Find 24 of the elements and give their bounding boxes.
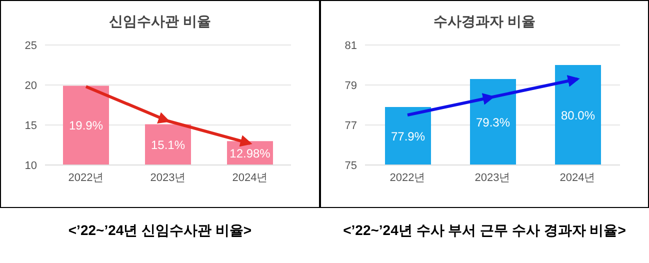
data-label: 77.9% — [390, 129, 426, 144]
chart-title: 신임수사관 비율 — [108, 13, 212, 31]
x-tick-label: 2022년 — [390, 172, 426, 184]
text: <’22~’24년 수사 부서 근무 수사 경과자 비율> — [342, 222, 627, 240]
y-tick-label: 10 — [24, 160, 37, 172]
x-tick-label: 2022년 — [68, 172, 104, 184]
chart-title: 수사경과자 비율 — [432, 13, 536, 31]
text: <’22~’24년 신임수사관 비율> — [67, 222, 253, 240]
x-tick-label: 2024년 — [232, 172, 268, 184]
data-label: 15.1% — [150, 138, 186, 152]
y-tick-label: 81 — [344, 40, 357, 52]
y-tick-label: 79 — [344, 80, 357, 92]
x-tick-label: 2024년 — [560, 172, 596, 184]
x-tick-label: 2023년 — [150, 172, 186, 184]
y-tick-label: 15 — [24, 120, 37, 132]
y-tick-label: 77 — [344, 120, 357, 132]
y-tick-label: 25 — [24, 40, 37, 52]
data-label: 12.98% — [230, 146, 271, 160]
data-label: 19.9% — [68, 118, 104, 133]
y-tick-label: 75 — [344, 160, 357, 172]
y-tick-label: 20 — [24, 80, 37, 92]
data-label: 80.0% — [560, 108, 596, 122]
data-label: 79.3% — [476, 115, 510, 130]
x-tick-label: 2023년 — [474, 172, 510, 184]
